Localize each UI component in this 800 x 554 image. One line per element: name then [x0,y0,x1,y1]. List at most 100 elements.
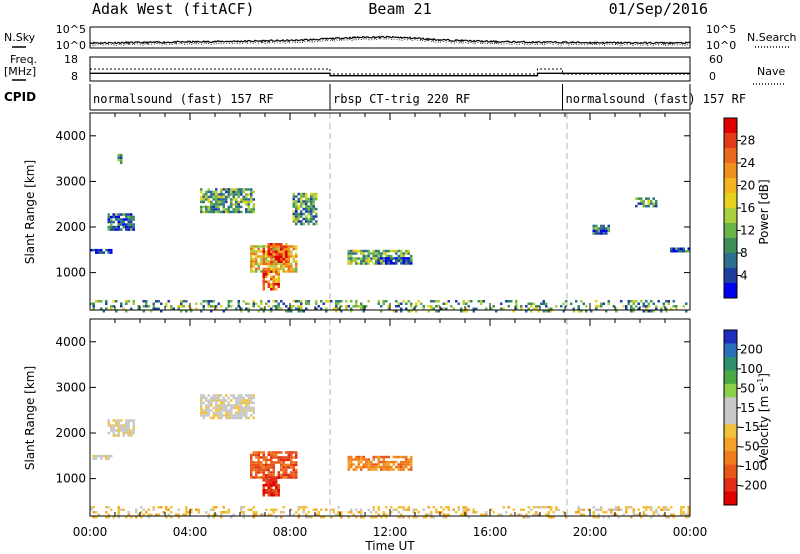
data-cell [300,307,303,310]
data-cell [407,460,410,464]
data-cell [222,208,225,211]
data-cell [115,429,118,432]
data-cell [577,305,580,308]
data-cell [272,245,275,248]
data-cell [665,300,668,303]
data-cell [302,202,305,206]
data-cell [277,270,280,273]
data-cell [295,307,298,310]
data-cell [677,247,680,250]
data-cell [642,302,645,305]
data-cell [270,278,273,281]
data-cell [655,202,658,205]
data-cell [385,300,388,303]
power-panel [89,112,691,313]
data-cell [245,307,248,310]
data-cell [122,424,125,427]
data-cell [360,508,363,511]
data-cell [525,305,528,308]
data-cell [115,215,118,219]
data-cell [375,465,378,469]
data-cell [600,508,603,511]
data-cell [212,411,215,415]
data-cell [362,465,365,469]
data-cell [527,307,530,310]
data-cell [112,516,115,519]
data-cell [670,506,673,509]
data-cell [125,215,128,219]
data-cell [205,193,208,196]
data-cell [250,399,253,402]
data-cell [280,473,283,477]
data-cell [317,305,320,308]
data-cell [120,429,123,432]
data-cell [507,300,510,303]
data-cell [577,310,580,313]
data-cell [670,307,673,310]
data-cell [665,506,668,509]
data-cell [200,399,203,402]
data-cell [247,205,250,209]
data-cell [460,513,463,516]
data-cell [370,257,373,260]
data-cell [685,302,688,305]
data-cell [125,302,128,305]
data-cell [357,460,360,464]
data-cell [245,404,248,407]
data-cell [110,248,113,252]
data-cell [137,307,140,310]
data-cell [237,205,240,209]
data-cell [362,254,365,258]
data-cell [415,302,418,305]
data-cell [600,224,603,228]
data-cell [220,305,223,308]
data-cell [117,213,120,216]
data-cell [365,262,368,265]
data-cell [305,202,308,206]
data-cell [242,200,245,204]
data-cell [307,516,310,519]
data-cell [387,259,390,263]
data-cell [217,195,220,199]
data-cell [132,419,135,422]
data-cell [297,310,300,313]
colorbar-swatch [724,383,737,398]
data-cell [240,511,243,514]
data-cell [360,465,363,469]
data-cell [252,451,255,454]
data-cell [302,192,305,196]
data-cell [307,220,310,223]
data-cell [252,208,255,211]
data-cell [142,300,145,303]
data-cell [125,300,128,303]
data-cell [277,489,280,492]
data-cell [130,434,133,437]
data-cell [212,516,215,519]
data-cell [267,255,270,258]
data-cell [125,228,128,231]
data-cell [377,455,380,459]
data-cell [297,207,300,211]
data-cell [252,210,255,214]
data-cell [375,468,378,471]
data-cell [305,200,308,203]
colorbar-swatch [724,464,737,479]
data-cell [212,190,215,194]
data-cell [217,404,220,407]
data-cell [507,305,510,308]
colorbar-swatch [724,178,737,194]
data-cell [370,511,373,514]
data-cell [270,466,273,469]
data-cell [245,200,248,204]
data-cell [202,300,205,303]
data-cell [280,516,283,519]
data-cell [310,195,313,198]
data-cell [205,411,208,415]
data-cell [127,421,130,425]
data-cell [427,305,430,308]
data-cell [287,248,290,251]
data-cell [612,305,615,308]
data-cell [672,305,675,308]
data-cell [372,455,375,459]
data-cell [545,513,548,516]
